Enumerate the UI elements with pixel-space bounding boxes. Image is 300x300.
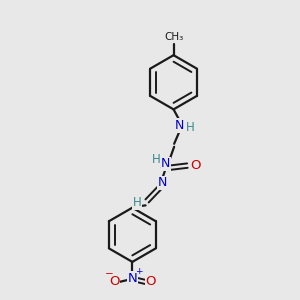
Text: N: N — [161, 157, 171, 170]
Text: H: H — [152, 153, 160, 166]
Text: N: N — [158, 176, 167, 189]
Text: O: O — [145, 275, 156, 288]
Text: H: H — [186, 122, 195, 134]
Text: N: N — [128, 272, 137, 285]
Text: O: O — [109, 275, 119, 288]
Text: CH₃: CH₃ — [164, 32, 183, 42]
Text: O: O — [190, 159, 200, 172]
Text: −: − — [105, 269, 114, 279]
Text: N: N — [175, 119, 184, 132]
Text: H: H — [133, 196, 142, 209]
Text: +: + — [135, 267, 142, 276]
